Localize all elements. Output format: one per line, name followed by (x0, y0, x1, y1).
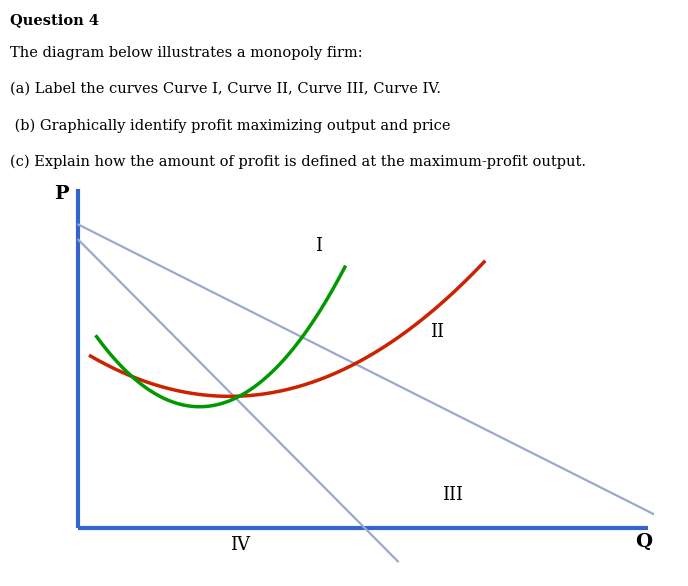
Text: IV: IV (230, 536, 250, 554)
Text: II: II (429, 323, 444, 342)
Text: The diagram below illustrates a monopoly firm:: The diagram below illustrates a monopoly… (10, 46, 363, 60)
Text: (b) Graphically identify profit maximizing output and price: (b) Graphically identify profit maximizi… (10, 118, 451, 132)
Text: I: I (314, 237, 321, 255)
Text: (c) Explain how the amount of profit is defined at the maximum-profit output.: (c) Explain how the amount of profit is … (10, 154, 586, 169)
Text: P: P (54, 185, 69, 203)
Text: Q: Q (636, 533, 652, 551)
Text: Question 4: Question 4 (10, 13, 99, 27)
Text: (a) Label the curves Curve I, Curve II, Curve III, Curve IV.: (a) Label the curves Curve I, Curve II, … (10, 82, 441, 96)
Text: III: III (442, 486, 463, 504)
